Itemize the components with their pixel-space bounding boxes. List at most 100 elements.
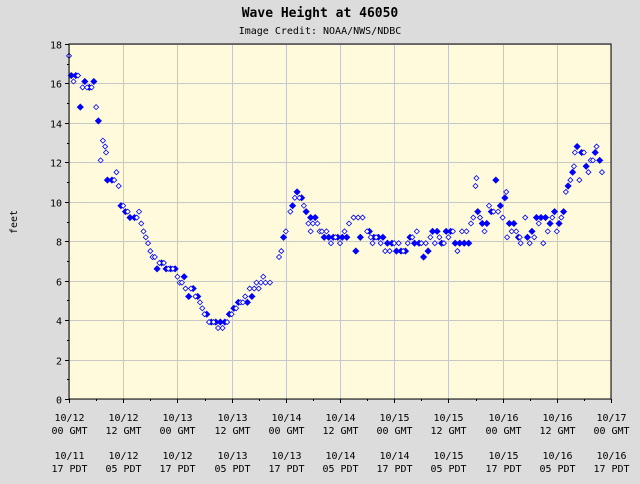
x-tick-pdt-date: 10/16 bbox=[542, 451, 572, 462]
x-tick-pdt-time: 05 PDT bbox=[430, 464, 466, 475]
data-point-open bbox=[517, 240, 524, 247]
data-point-open bbox=[296, 194, 303, 201]
data-point-open bbox=[260, 273, 267, 280]
data-point-filled bbox=[180, 273, 188, 281]
data-point-open bbox=[418, 240, 425, 247]
data-point-open bbox=[485, 202, 493, 209]
data-point-open bbox=[201, 311, 208, 318]
data-point-filled bbox=[501, 194, 509, 202]
y-axis-label: feet bbox=[9, 210, 20, 234]
x-tick-gmt-date: 10/13 bbox=[217, 413, 247, 424]
data-point-open bbox=[305, 220, 312, 227]
data-point-open bbox=[224, 319, 231, 326]
data-point-open bbox=[508, 228, 515, 235]
data-point-filled bbox=[523, 233, 532, 241]
x-tick-pdt-date: 10/14 bbox=[379, 451, 409, 462]
data-point-open bbox=[463, 228, 470, 235]
data-point-open bbox=[422, 240, 429, 247]
data-point-open bbox=[386, 248, 393, 255]
data-point-open bbox=[278, 248, 285, 255]
x-tick-pdt-date: 10/13 bbox=[271, 451, 301, 462]
data-point-open bbox=[382, 248, 389, 255]
x-tick-pdt-time: 17 PDT bbox=[376, 464, 412, 475]
data-point-open bbox=[526, 240, 533, 247]
data-point-filled bbox=[81, 77, 89, 86]
x-tick-gmt-date: 10/16 bbox=[542, 413, 572, 424]
data-point-open bbox=[182, 285, 189, 292]
data-point-open bbox=[336, 240, 344, 247]
data-point-open bbox=[558, 214, 565, 221]
data-point-open bbox=[377, 240, 384, 247]
data-point-open bbox=[160, 259, 167, 266]
x-tick-gmt-date: 10/15 bbox=[379, 413, 409, 424]
x-tick-gmt-time: 12 GMT bbox=[214, 426, 250, 437]
x-tick-gmt-date: 10/12 bbox=[54, 413, 84, 424]
data-point-filled bbox=[379, 233, 387, 241]
x-tick-gmt-date: 10/16 bbox=[488, 413, 518, 424]
data-point-open bbox=[503, 188, 510, 195]
chart-title: Wave Height at 46050 bbox=[242, 6, 399, 21]
data-point-open bbox=[242, 293, 249, 300]
data-point-open bbox=[473, 175, 480, 182]
data-point-open bbox=[571, 149, 578, 156]
data-point-filled bbox=[528, 227, 536, 235]
data-point-open bbox=[359, 214, 366, 221]
data-point-open bbox=[567, 177, 574, 184]
x-tick-pdt-date: 10/11 bbox=[54, 451, 84, 462]
data-point-open bbox=[138, 220, 145, 227]
data-point-filled bbox=[465, 239, 473, 247]
data-point-filled bbox=[153, 265, 161, 273]
data-point-open bbox=[124, 208, 131, 215]
data-point-open bbox=[585, 169, 592, 176]
data-point-open bbox=[307, 228, 314, 235]
data-point-open bbox=[233, 305, 240, 312]
data-point-open bbox=[513, 228, 520, 235]
data-point-open bbox=[391, 240, 398, 247]
y-tick-label: 2 bbox=[56, 357, 62, 368]
data-point-filled bbox=[433, 227, 441, 235]
data-point-open bbox=[257, 279, 265, 286]
data-point-filled bbox=[419, 253, 428, 261]
data-point-open bbox=[70, 78, 77, 85]
data-point-filled bbox=[90, 77, 98, 86]
data-point-open bbox=[522, 214, 529, 221]
data-point-open bbox=[355, 214, 362, 221]
data-point-open bbox=[454, 248, 461, 255]
data-point-filled bbox=[560, 208, 568, 216]
data-point-open bbox=[135, 208, 143, 215]
grid bbox=[69, 44, 612, 400]
data-point-filled bbox=[546, 219, 554, 228]
data-point-filled bbox=[289, 202, 297, 210]
data-point-open bbox=[341, 228, 348, 235]
data-point-open bbox=[593, 143, 600, 150]
data-point-filled bbox=[302, 208, 310, 216]
data-point-open bbox=[142, 234, 149, 241]
data-point-open bbox=[570, 163, 578, 170]
y-tick-label: 12 bbox=[50, 159, 62, 170]
data-point-open bbox=[178, 279, 185, 286]
data-point-open bbox=[549, 214, 556, 221]
data-point-open bbox=[598, 169, 606, 176]
data-point-open bbox=[174, 273, 181, 280]
data-point-open bbox=[262, 279, 269, 286]
data-point-filled bbox=[492, 176, 500, 184]
data-point-open bbox=[144, 240, 152, 247]
x-tick-pdt-time: 17 PDT bbox=[593, 464, 629, 475]
data-point-open bbox=[535, 220, 542, 227]
data-point-open bbox=[196, 299, 204, 306]
x-tick-gmt-date: 10/13 bbox=[162, 413, 192, 424]
x-tick-pdt-time: 05 PDT bbox=[105, 464, 141, 475]
data-point-filled bbox=[483, 219, 491, 228]
data-point-open bbox=[576, 177, 583, 184]
data-point-open bbox=[165, 265, 172, 272]
data-point-open bbox=[140, 228, 147, 235]
data-point-open bbox=[544, 228, 551, 235]
data-point-open bbox=[367, 234, 374, 241]
x-tick-gmt-time: 00 GMT bbox=[593, 426, 629, 437]
data-point-filled bbox=[541, 213, 550, 222]
y-tick-label: 10 bbox=[50, 199, 62, 210]
data-point-open bbox=[540, 240, 547, 247]
data-point-filled bbox=[573, 142, 581, 151]
data-point-open bbox=[318, 228, 325, 235]
data-point-filled bbox=[185, 292, 193, 301]
